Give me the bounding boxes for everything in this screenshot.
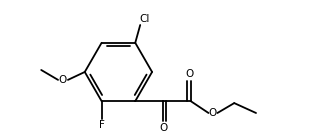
Text: Cl: Cl [139,14,149,24]
Text: O: O [186,69,194,79]
Text: F: F [99,120,105,130]
Text: O: O [160,123,168,133]
Text: O: O [59,75,67,85]
Text: O: O [208,108,217,118]
